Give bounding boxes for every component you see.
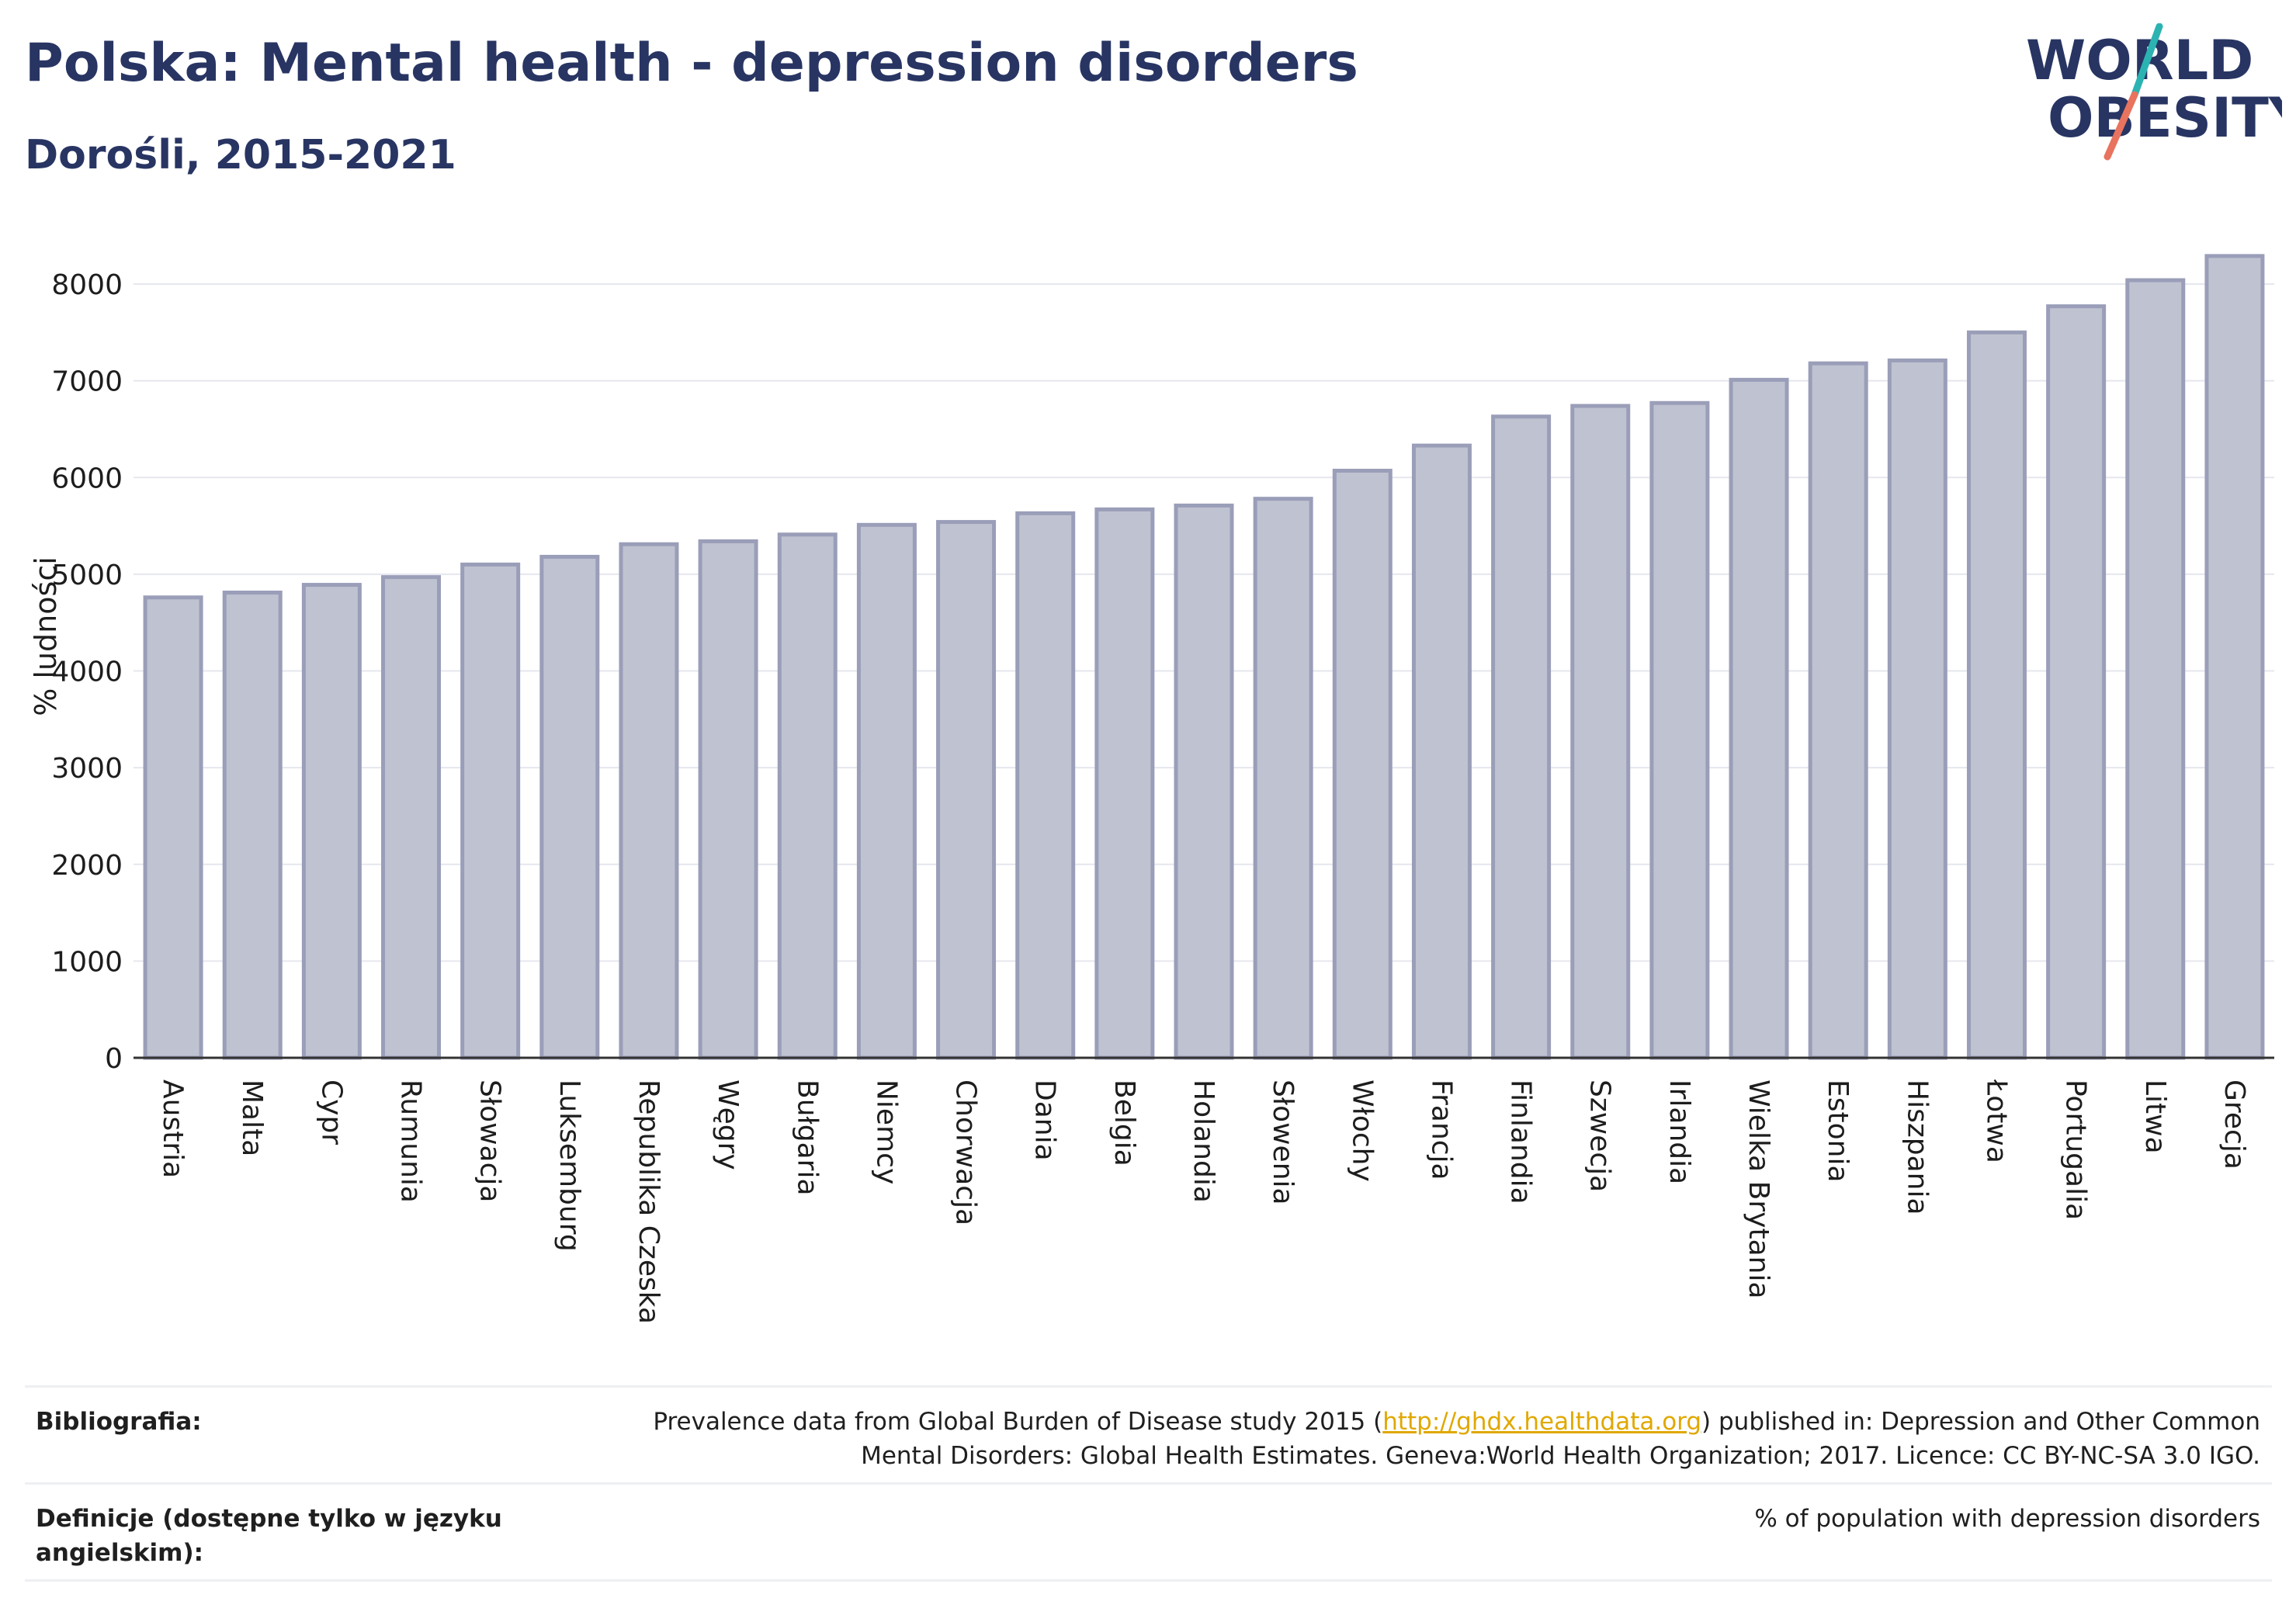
x-tick-label: Grecja xyxy=(2218,1080,2250,1170)
x-tick-label: Litwa xyxy=(2139,1080,2171,1154)
x-tick-label: Malta xyxy=(236,1080,268,1156)
x-tick-label: Chorwacja xyxy=(950,1080,982,1225)
bibliography-text: Prevalence data from Global Burden of Di… xyxy=(630,1405,2260,1473)
bars xyxy=(143,254,2265,1060)
bar xyxy=(698,539,758,1060)
x-tick-label: Belgia xyxy=(1108,1080,1140,1166)
bar xyxy=(1887,358,1947,1060)
y-tick-label: 4000 xyxy=(51,657,123,688)
bar xyxy=(936,520,997,1060)
x-tick-label: Cypr xyxy=(315,1080,347,1145)
x-tick-label: Francja xyxy=(1425,1080,1457,1180)
x-tick-label: Włochy xyxy=(1346,1080,1378,1182)
bar xyxy=(619,542,679,1060)
bar xyxy=(777,532,838,1060)
x-tick-label: Austria xyxy=(157,1080,189,1178)
x-tick-label: Dania xyxy=(1029,1080,1061,1161)
bar xyxy=(856,522,917,1060)
world-obesity-logo: WORLD OBESITY xyxy=(2026,23,2282,161)
page-title: Polska: Mental health - depression disor… xyxy=(25,33,1358,94)
bar xyxy=(1491,414,1552,1060)
bar xyxy=(1808,361,1868,1060)
x-tick-label: Portugalia xyxy=(2060,1080,2092,1220)
y-axis-label: % ludności xyxy=(29,556,63,716)
logo-word-obesity: OBESITY xyxy=(2048,86,2282,150)
bar xyxy=(222,591,283,1060)
x-tick-label: Słowacja xyxy=(474,1080,506,1202)
y-tick-label: 6000 xyxy=(51,463,123,494)
logo-slash-teal xyxy=(2131,23,2163,99)
x-tick-label: Węgry xyxy=(712,1080,744,1170)
x-tick-label: Bułgaria xyxy=(791,1080,823,1196)
bar xyxy=(1174,503,1234,1060)
x-tick-label: Irlandia xyxy=(1663,1080,1695,1184)
page-subtitle: Dorośli, 2015-2021 xyxy=(25,132,456,178)
x-tick-label: Wielka Brytania xyxy=(1743,1080,1774,1299)
bar xyxy=(1094,507,1155,1060)
definitions-label: Definicje (dostępne tylko w języku angie… xyxy=(36,1505,502,1567)
bar xyxy=(1649,400,1710,1060)
x-tick-label: Hiszpania xyxy=(1901,1080,1933,1215)
x-tick-label: Niemcy xyxy=(870,1080,902,1184)
bar xyxy=(2046,304,2107,1060)
y-tick-label: 3000 xyxy=(51,753,123,785)
bar xyxy=(301,583,362,1060)
bar xyxy=(143,595,203,1060)
bar xyxy=(539,554,600,1060)
y-tick-label: 5000 xyxy=(51,560,123,591)
logo-slash-coral xyxy=(2104,91,2138,161)
bar xyxy=(381,575,442,1060)
axes: 0 1000 2000 3000 4000 5000 6000 7000 8000 Austria… xyxy=(51,269,2274,1324)
bar xyxy=(1411,443,1472,1060)
x-tick-label: Estonia xyxy=(1822,1080,1854,1183)
bibliography-link[interactable]: http://ghdx.healthdata.org xyxy=(1382,1408,1702,1436)
bar xyxy=(2204,254,2265,1060)
footer-divider-bottom xyxy=(25,1579,2272,1582)
bar xyxy=(1015,511,1076,1060)
x-tick-label: Łotwa xyxy=(1980,1079,2012,1163)
y-tick-label: 8000 xyxy=(51,269,123,301)
x-tick-label: Szwecja xyxy=(1584,1080,1616,1192)
bar xyxy=(1332,469,1393,1060)
y-tick-label: 0 xyxy=(105,1043,123,1075)
bibliography-text-before: Prevalence data from Global Burden of Di… xyxy=(653,1408,1383,1436)
y-tick-label: 2000 xyxy=(51,850,123,882)
bar xyxy=(1729,377,1789,1060)
x-tick-label: Rumunia xyxy=(395,1080,427,1203)
bibliography-text-line2: Mental Disorders: Global Health Estimate… xyxy=(861,1442,2260,1470)
x-tick-label: Republika Czeska xyxy=(633,1080,664,1324)
x-tick-label: Finlandia xyxy=(1505,1080,1537,1204)
bar xyxy=(1253,497,1313,1060)
bar xyxy=(460,562,521,1060)
x-tick-label: Słowenia xyxy=(1267,1080,1299,1205)
y-tick-label: 7000 xyxy=(51,366,123,398)
definitions-text: % of population with depression disorder… xyxy=(1754,1505,2260,1533)
bibliography-text-after: ) published in: Depression and Other Com… xyxy=(1701,1408,2260,1436)
x-tick-label: Holandia xyxy=(1188,1080,1219,1203)
footer-divider-middle xyxy=(25,1482,2272,1485)
x-tick-label: Luksemburg xyxy=(553,1080,585,1252)
bar-chart: 0 1000 2000 3000 4000 5000 6000 7000 8000 Austria… xyxy=(29,254,2274,1324)
bar xyxy=(1966,330,2027,1060)
y-tick-label: 1000 xyxy=(51,946,123,978)
bar xyxy=(2125,278,2186,1060)
bar xyxy=(1570,404,1631,1060)
footer-divider-top xyxy=(25,1385,2272,1388)
bibliography-label: Bibliografia: xyxy=(36,1408,202,1436)
